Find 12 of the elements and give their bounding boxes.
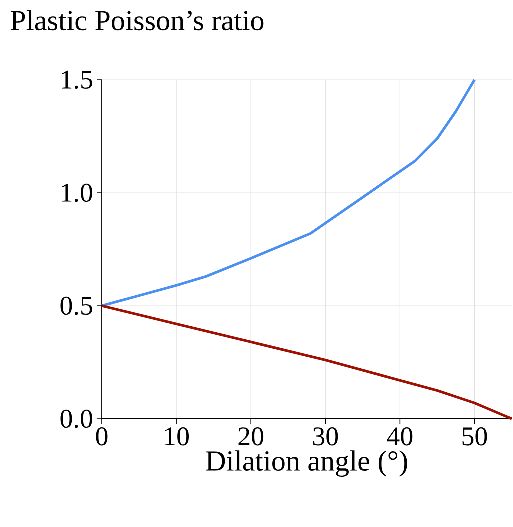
x-tick-label: 20	[238, 428, 264, 446]
x-tick-label: 0	[96, 428, 108, 446]
y-tick-label: 1.5	[62, 70, 92, 90]
chart-title: Plastic Poisson’s ratio	[11, 10, 264, 31]
y-tick-label: 1.0	[62, 184, 92, 202]
y-tick-label: 0.0	[60, 410, 92, 428]
x-tick-label: 40	[387, 428, 413, 446]
x-tick-label: 10	[165, 428, 190, 446]
x-axis-title: Dilation angle (°)	[206, 450, 408, 477]
y-tick-label: 0.5	[60, 296, 92, 316]
x-tick-label: 50	[462, 428, 488, 446]
x-tick-label: 30	[313, 428, 338, 446]
